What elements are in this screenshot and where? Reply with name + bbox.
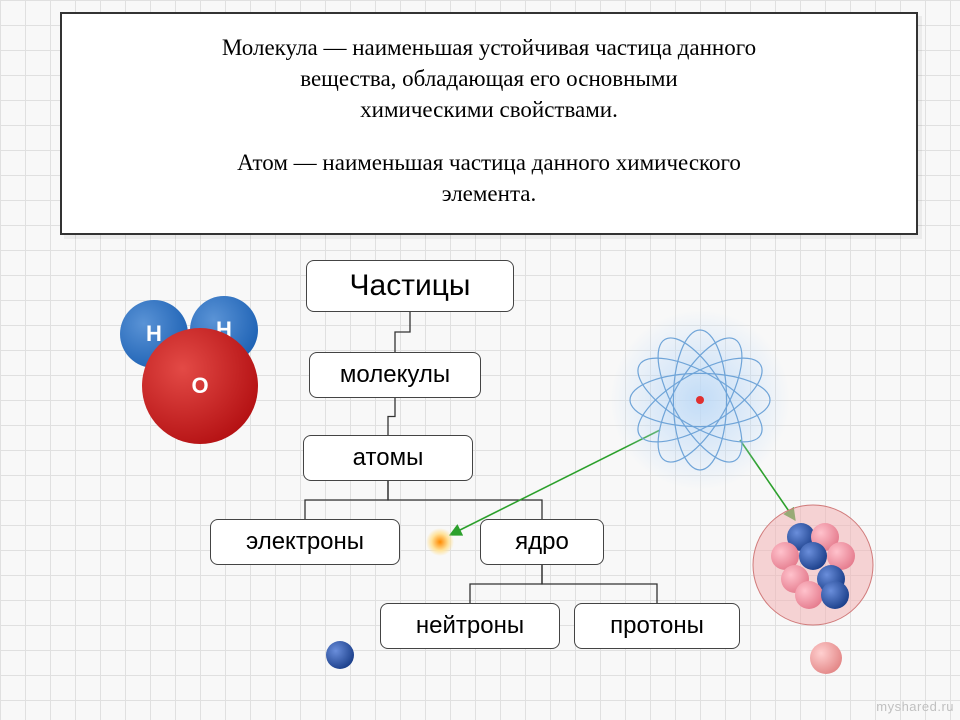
- page-watermark: myshared.ru: [876, 699, 954, 714]
- svg-text:H: H: [146, 321, 162, 346]
- node-particles: Частицы: [306, 260, 514, 312]
- node-label: нейтроны: [416, 612, 524, 640]
- definition-box: Молекула — наименьшая устойчивая частица…: [60, 12, 918, 235]
- node-label: атомы: [353, 444, 424, 472]
- node-label: Частицы: [350, 269, 471, 303]
- node-atoms: атомы: [303, 435, 473, 481]
- node-protons: протоны: [574, 603, 740, 649]
- node-label: молекулы: [340, 361, 450, 389]
- node-label: протоны: [610, 612, 704, 640]
- node-nucleus: ядро: [480, 519, 604, 565]
- svg-text:H: H: [216, 317, 232, 342]
- node-neutrons: нейтроны: [380, 603, 560, 649]
- def-atom-2: элемента.: [96, 178, 882, 209]
- def-molecule-2: вещества, обладающая его основными: [96, 63, 882, 94]
- node-electrons: электроны: [210, 519, 400, 565]
- node-molecules: молекулы: [309, 352, 481, 398]
- def-molecule-1: Молекула — наименьшая устойчивая частица…: [96, 32, 882, 63]
- svg-text:O: O: [191, 373, 208, 398]
- def-atom-1: Атом — наименьшая частица данного химиче…: [96, 147, 882, 178]
- node-label: электроны: [246, 528, 364, 556]
- node-label: ядро: [515, 528, 569, 556]
- def-molecule-3: химическими свойствами.: [96, 94, 882, 125]
